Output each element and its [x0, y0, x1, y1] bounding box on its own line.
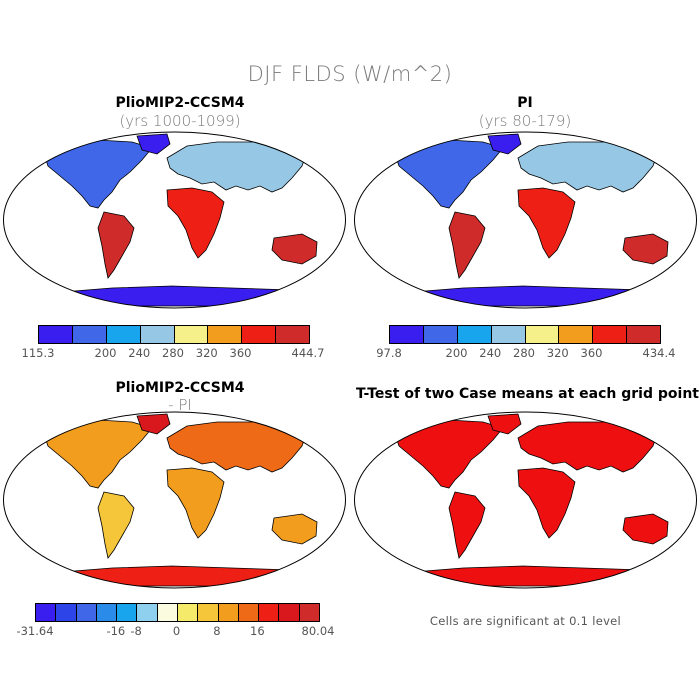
map-bottom-right: [354, 411, 697, 589]
colorbar-tick-label: -31.64: [16, 624, 54, 638]
colorbar-swatch: [276, 326, 309, 343]
colorbar-tick-label: 240: [479, 346, 502, 360]
colorbar-tick-label: 360: [229, 346, 252, 360]
colorbar-swatch: [627, 326, 660, 343]
panel-subtitle-top-right: (yrs 80-179): [478, 112, 572, 130]
land-australia: [271, 233, 318, 265]
land-northAmerica: [392, 139, 504, 209]
colorbar-swatch: [259, 604, 280, 621]
land-africa: [166, 467, 225, 539]
land-africa: [517, 467, 576, 539]
colorbar-tick-label: 97.8: [376, 346, 402, 360]
land-australia: [622, 233, 669, 265]
map-border: [354, 411, 697, 589]
land-greenland: [136, 413, 171, 435]
panel-title-top-left: PlioMIP2-CCSM4: [115, 95, 245, 111]
colorbar-tick-label: 80.04: [301, 624, 335, 638]
colorbar-top-left: [38, 325, 310, 344]
colorbar-tick-label: -8: [130, 624, 142, 638]
colorbar-tick-label: 8: [213, 624, 221, 638]
colorbar-tick-label: 200: [445, 346, 468, 360]
colorbar-tick-label: 320: [195, 346, 218, 360]
colorbar-top-right: [389, 325, 661, 344]
colorbar-swatch: [137, 604, 158, 621]
map-top-left: [3, 131, 346, 309]
colorbar-swatch: [56, 604, 77, 621]
map-border: [3, 131, 346, 309]
colorbar-swatch: [106, 326, 141, 343]
colorbar-swatch: [39, 326, 73, 343]
land-southAmerica: [97, 211, 135, 279]
colorbar-swatch: [218, 604, 239, 621]
colorbar-swatch: [76, 604, 97, 621]
panel-title-bottom-right: T-Test of two Case means at each grid po…: [356, 386, 699, 402]
colorbar-swatch: [96, 604, 118, 621]
colorbar-swatch: [491, 326, 526, 343]
land-southAmerica: [448, 211, 486, 279]
land-northAmerica: [392, 419, 504, 489]
colorbar-swatch: [36, 604, 57, 621]
colorbar-swatch: [140, 326, 175, 343]
colorbar-swatch: [238, 604, 260, 621]
colorbar-swatch: [593, 326, 628, 343]
colorbar-tick-label: 0: [172, 624, 181, 638]
colorbar-swatch: [423, 326, 458, 343]
land-greenland: [487, 413, 522, 435]
significance-note: Cells are significant at 0.1 level: [429, 614, 622, 628]
colorbar-tick-label: 320: [546, 346, 569, 360]
colorbar-tick-label: 434.4: [642, 346, 676, 360]
panel-subtitle-bottom-left: - PI: [168, 396, 192, 414]
figure-title: DJF FLDS (W/m^2): [247, 62, 453, 86]
colorbar-tick-label: 444.7: [291, 346, 325, 360]
land-northAmerica: [41, 139, 153, 209]
land-australia: [271, 513, 318, 545]
panel-subtitle-top-left: (yrs 1000-1099): [119, 112, 241, 130]
colorbar-tick-label: 16: [250, 624, 265, 638]
colorbar-swatch: [299, 604, 319, 621]
colorbar-swatch: [174, 326, 209, 343]
colorbar-bottom-left: [35, 603, 320, 622]
colorbar-tick-label: 280: [162, 346, 184, 360]
land-greenland: [136, 133, 171, 155]
map-bottom-left: [3, 411, 346, 589]
colorbar-swatch: [525, 326, 560, 343]
land-greenland: [487, 133, 522, 155]
colorbar-swatch: [457, 326, 492, 343]
land-africa: [166, 187, 225, 259]
colorbar-tick-label: 240: [128, 346, 151, 360]
colorbar-swatch: [117, 604, 138, 621]
map-top-right: [354, 131, 697, 309]
colorbar-swatch: [177, 604, 199, 621]
colorbar-swatch: [242, 326, 277, 343]
colorbar-swatch: [198, 604, 219, 621]
colorbar-tick-label: 115.3: [21, 346, 55, 360]
colorbar-tick-label: 360: [580, 346, 603, 360]
colorbar-tick-label: 200: [94, 346, 117, 360]
colorbar-tick-label: -16: [106, 624, 126, 638]
land-southAmerica: [448, 491, 486, 559]
colorbar-swatch: [279, 604, 300, 621]
map-border: [354, 131, 697, 309]
panel-title-bottom-left: PlioMIP2-CCSM4: [115, 380, 245, 396]
panel-title-top-right: PI: [517, 95, 533, 111]
land-southAmerica: [97, 491, 135, 559]
land-northAmerica: [41, 419, 153, 489]
land-africa: [517, 187, 576, 259]
colorbar-tick-label: 280: [513, 346, 535, 360]
map-border: [3, 411, 346, 589]
colorbar-swatch: [157, 604, 178, 621]
colorbar-swatch: [208, 326, 243, 343]
colorbar-swatch: [559, 326, 594, 343]
colorbar-swatch: [390, 326, 424, 343]
land-australia: [622, 513, 669, 545]
colorbar-swatch: [72, 326, 107, 343]
